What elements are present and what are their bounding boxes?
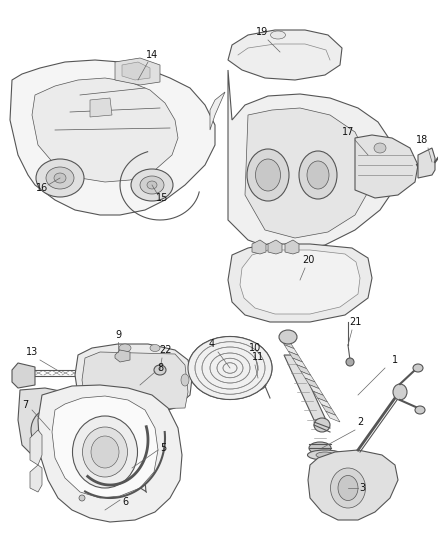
Ellipse shape bbox=[309, 442, 331, 454]
Polygon shape bbox=[321, 405, 336, 415]
Polygon shape bbox=[280, 338, 294, 349]
Ellipse shape bbox=[307, 161, 329, 189]
Ellipse shape bbox=[307, 450, 343, 460]
Ellipse shape bbox=[36, 159, 84, 197]
Ellipse shape bbox=[255, 159, 280, 191]
Polygon shape bbox=[326, 411, 340, 422]
Polygon shape bbox=[297, 365, 311, 375]
Ellipse shape bbox=[119, 344, 131, 352]
Ellipse shape bbox=[154, 365, 166, 375]
Ellipse shape bbox=[73, 416, 138, 488]
Polygon shape bbox=[228, 70, 398, 250]
Polygon shape bbox=[293, 358, 307, 369]
Ellipse shape bbox=[314, 418, 330, 432]
Polygon shape bbox=[355, 135, 418, 198]
Polygon shape bbox=[82, 352, 188, 410]
Polygon shape bbox=[252, 240, 266, 254]
Ellipse shape bbox=[46, 167, 74, 189]
Text: 3: 3 bbox=[359, 483, 365, 493]
Polygon shape bbox=[288, 351, 303, 362]
Polygon shape bbox=[30, 430, 42, 465]
Ellipse shape bbox=[181, 374, 189, 386]
Text: 17: 17 bbox=[342, 127, 354, 137]
Ellipse shape bbox=[338, 475, 358, 500]
Ellipse shape bbox=[45, 424, 55, 435]
Ellipse shape bbox=[331, 468, 365, 508]
Text: 10: 10 bbox=[249, 343, 261, 353]
Text: 18: 18 bbox=[416, 135, 428, 145]
Polygon shape bbox=[240, 250, 360, 314]
Polygon shape bbox=[284, 345, 298, 356]
Text: 20: 20 bbox=[302, 255, 314, 265]
Polygon shape bbox=[12, 363, 35, 388]
Polygon shape bbox=[18, 388, 82, 462]
Polygon shape bbox=[418, 148, 435, 178]
Ellipse shape bbox=[140, 176, 164, 194]
Polygon shape bbox=[268, 240, 282, 254]
Polygon shape bbox=[313, 391, 328, 402]
Ellipse shape bbox=[188, 336, 272, 400]
Text: 21: 21 bbox=[349, 317, 361, 327]
Ellipse shape bbox=[415, 406, 425, 414]
Polygon shape bbox=[10, 60, 215, 215]
Ellipse shape bbox=[39, 417, 61, 442]
Polygon shape bbox=[115, 350, 130, 362]
Polygon shape bbox=[210, 92, 225, 130]
Text: 15: 15 bbox=[156, 193, 168, 203]
Polygon shape bbox=[308, 450, 398, 520]
Text: 8: 8 bbox=[157, 363, 163, 373]
Text: 9: 9 bbox=[115, 330, 121, 340]
Ellipse shape bbox=[54, 173, 66, 183]
Polygon shape bbox=[90, 98, 112, 117]
Polygon shape bbox=[30, 465, 42, 492]
Polygon shape bbox=[285, 240, 299, 254]
Ellipse shape bbox=[413, 364, 423, 372]
Text: 2: 2 bbox=[357, 417, 363, 427]
Text: 6: 6 bbox=[122, 497, 128, 507]
Polygon shape bbox=[32, 78, 178, 182]
Text: 1: 1 bbox=[392, 355, 398, 365]
Ellipse shape bbox=[279, 330, 297, 344]
Polygon shape bbox=[38, 385, 182, 522]
Ellipse shape bbox=[188, 336, 272, 400]
Ellipse shape bbox=[150, 344, 160, 351]
Ellipse shape bbox=[131, 169, 173, 201]
Polygon shape bbox=[284, 355, 326, 420]
Polygon shape bbox=[52, 396, 158, 498]
Ellipse shape bbox=[374, 143, 386, 153]
Polygon shape bbox=[305, 378, 319, 389]
Ellipse shape bbox=[299, 151, 337, 199]
Polygon shape bbox=[318, 398, 332, 409]
Text: 13: 13 bbox=[26, 347, 38, 357]
Text: 16: 16 bbox=[36, 183, 48, 193]
Ellipse shape bbox=[82, 427, 127, 477]
Ellipse shape bbox=[79, 495, 85, 501]
Ellipse shape bbox=[393, 384, 407, 400]
Polygon shape bbox=[309, 385, 323, 395]
Text: 22: 22 bbox=[159, 345, 171, 355]
Polygon shape bbox=[75, 344, 192, 415]
Polygon shape bbox=[122, 62, 150, 80]
Ellipse shape bbox=[316, 452, 334, 458]
Ellipse shape bbox=[91, 436, 119, 468]
Ellipse shape bbox=[271, 31, 286, 39]
Polygon shape bbox=[301, 372, 315, 382]
Text: 7: 7 bbox=[22, 400, 28, 410]
Polygon shape bbox=[228, 244, 372, 322]
Polygon shape bbox=[115, 58, 160, 85]
Text: 19: 19 bbox=[256, 27, 268, 37]
Text: 5: 5 bbox=[160, 443, 166, 453]
Ellipse shape bbox=[147, 181, 157, 189]
Polygon shape bbox=[228, 30, 342, 80]
Text: 14: 14 bbox=[146, 50, 158, 60]
Ellipse shape bbox=[31, 409, 69, 451]
Text: 4: 4 bbox=[209, 339, 215, 349]
Polygon shape bbox=[245, 108, 368, 238]
Ellipse shape bbox=[346, 358, 354, 366]
Ellipse shape bbox=[247, 149, 289, 201]
Text: 11: 11 bbox=[252, 352, 264, 362]
